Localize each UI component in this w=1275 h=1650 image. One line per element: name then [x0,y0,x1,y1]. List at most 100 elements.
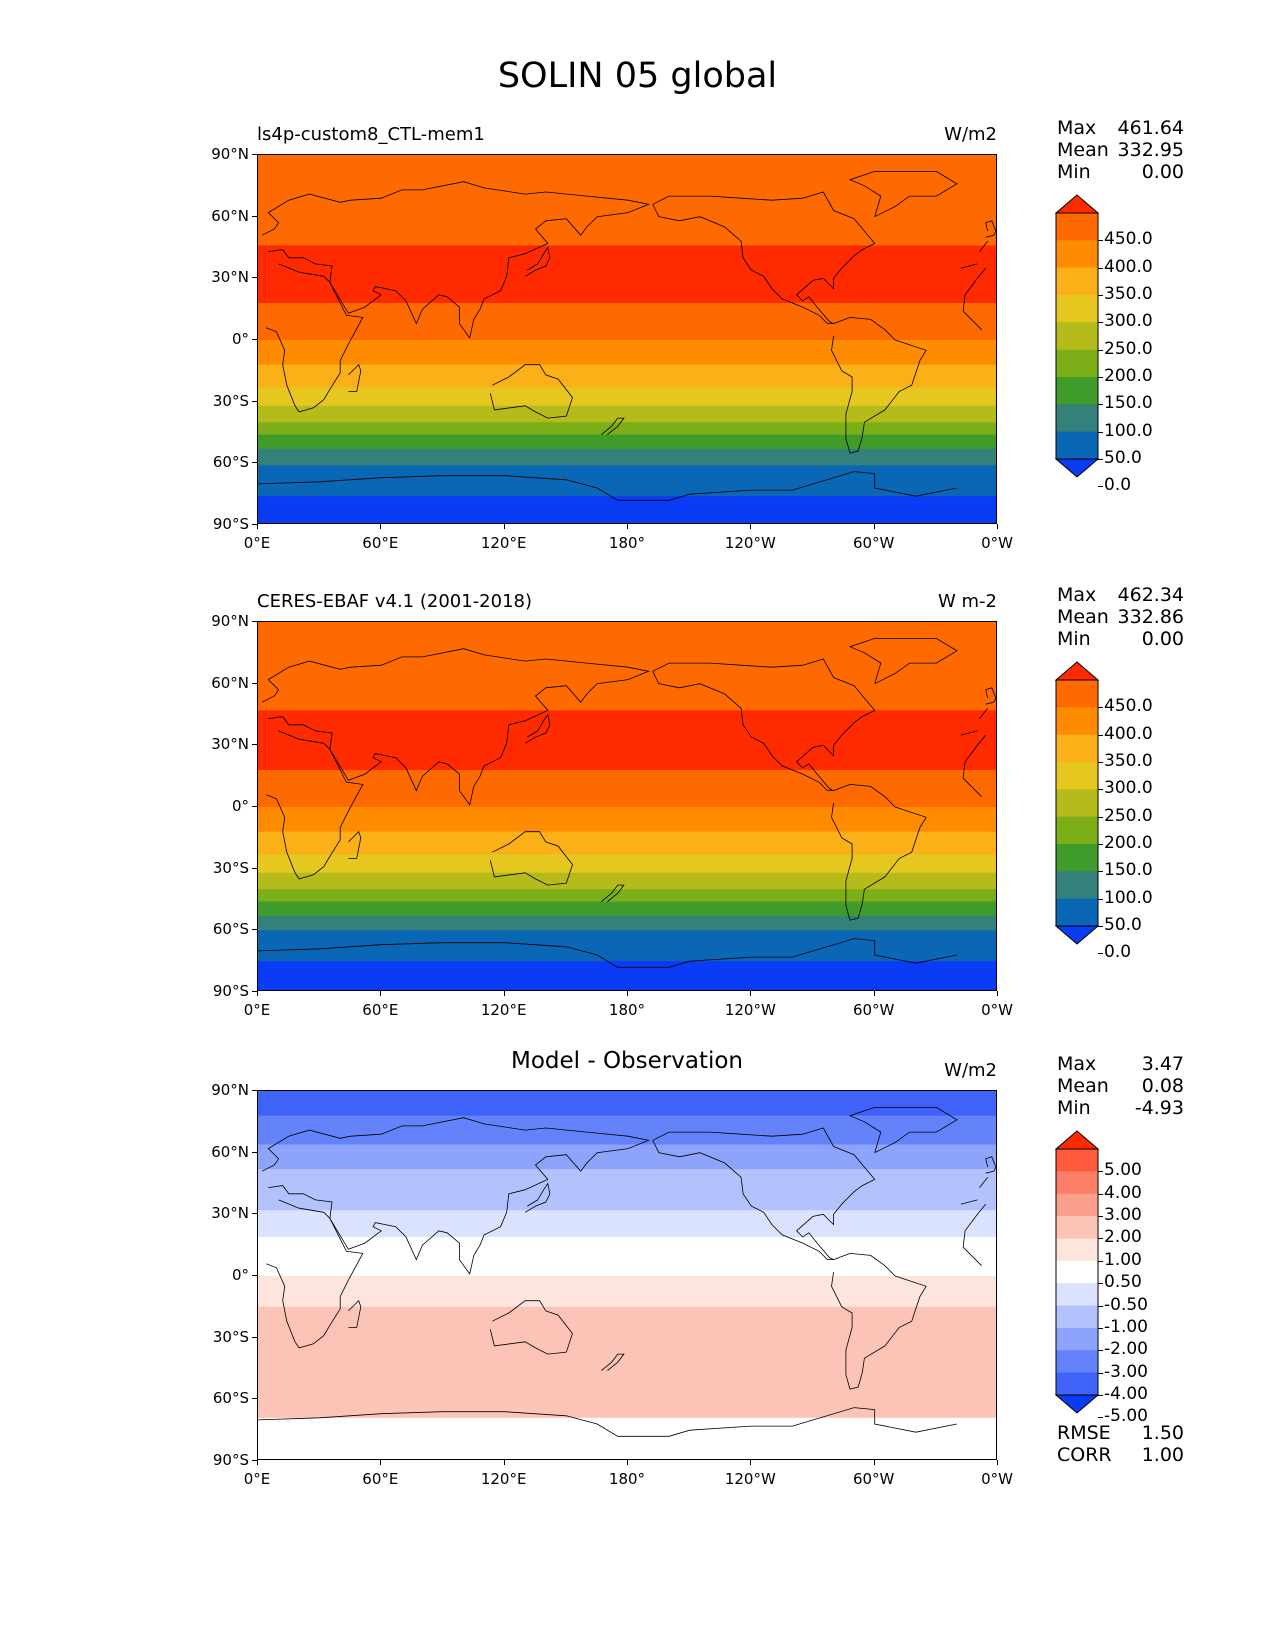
colorbar-segment [1056,1149,1098,1172]
contour-band [258,387,996,407]
stat-key: Max [1057,117,1097,139]
contour-band [258,872,996,890]
colorbar-tick [1098,1260,1103,1262]
coastline [601,884,625,902]
lat-tick [252,744,257,746]
stat-value: 332.86 [1117,606,1184,628]
lat-tick-label: 0° [231,330,249,348]
score-value: 1.50 [1141,1422,1184,1444]
colorbar-tick-label: -5.00 [1104,1406,1148,1427]
lat-tick-label: 90°N [211,1081,249,1099]
lat-tick-label: 60°N [211,206,249,225]
lon-tick-label: 180° [608,1001,646,1019]
lat-tick-label: 90°S [212,982,249,1000]
colorbar-tick-label: 100.0 [1104,420,1153,441]
map-field [258,155,996,523]
contour-band [258,915,996,931]
colorbar-frame [1055,212,1099,460]
lat-tick [252,806,257,807]
coastline [489,1300,573,1355]
coastline [524,246,551,277]
lon-tick [257,524,258,529]
lat-tick [252,277,257,279]
colorbar-frame [1055,1148,1099,1396]
colorbar-segment [1056,1283,1098,1307]
panel-difference: Model - Observation W/m2 90°N 60°N 30°N 0° 3… [0,1048,1275,1530]
colorbar-segment [1056,816,1098,845]
colorbar-segment [1056,789,1098,818]
colorbar-segment [1056,404,1098,433]
colorbar-tick [1098,1350,1103,1352]
lon-tick [997,1460,998,1465]
lat-tick-label: 30°N [211,268,249,287]
lat-tick [252,524,257,525]
colorbar-tick [1098,898,1103,900]
lat-tick-label: 90°S [212,515,249,533]
lat-tick [252,621,257,622]
colorbar-tick-label: 2.00 [1104,1227,1142,1248]
colorbar-tick-label: 0.0 [1104,475,1132,496]
stat-value: 0.00 [1141,628,1184,650]
lon-tick-label: 120°W [724,1001,776,1019]
colorbar-segment [1056,213,1098,241]
colorbar-tick [1098,1327,1103,1329]
contour-band [258,364,996,388]
panel-observation: CERES-EBAF v4.1 (2001-2018) W m-2 90°N 60… [0,584,1275,1061]
score-key: RMSE [1057,1422,1111,1444]
coastline [524,713,551,744]
lon-tick [627,991,628,996]
scores-block: RMSE 1.50 CORR 1.00 [1057,1422,1184,1466]
stat-row: Min -4.93 [1057,1097,1184,1119]
lat-tick [252,154,257,155]
colorbar-tick-label: 50.0 [1104,915,1142,935]
coastline [985,1156,996,1174]
lon-tick [750,524,752,529]
coastline [985,687,996,705]
colorbar-tick [1098,1417,1103,1419]
panel-model: ls4p-custom8_CTL-mem1 W/m2 90°N 60°N 30°N 0… [0,117,1275,594]
panel-units: W m-2 [937,591,997,612]
lat-tick-label: 60°S [212,1389,249,1408]
stats-block: Max 461.64 Mean 332.95 Min 0.00 [1057,117,1184,183]
contour-band [258,1115,996,1145]
coastline [831,1252,927,1390]
contour-band [258,214,996,246]
lon-tick-label: 180° [608,534,646,552]
contour-band [258,434,996,450]
colorbar-segment [1056,349,1098,378]
colorbar-tick [1098,1283,1103,1285]
panel-title-left: CERES-EBAF v4.1 (2001-2018) [257,591,533,612]
map-plot-area [257,154,997,524]
colorbar-tick-label: 200.0 [1104,366,1153,386]
colorbar-segment [1056,322,1098,351]
lon-tick-label: 60°W [852,1470,895,1488]
lon-tick [873,1460,875,1465]
lon-tick-label: 60°E [362,534,399,552]
colorbar-tick-label: 300.0 [1104,311,1153,332]
colorbar-segment [1056,734,1098,763]
lat-tick [252,215,257,217]
colorbar [1055,194,1100,478]
coastline [652,658,876,791]
panel-units: W/m2 [944,124,997,145]
coastline [831,316,927,454]
lat-tick-label: 30°N [211,735,249,754]
colorbar-tick [1098,1305,1103,1307]
score-key: CORR [1057,1444,1112,1466]
colorbar [1055,661,1100,945]
lon-tick [997,991,998,996]
stat-key: Mean [1057,606,1109,628]
stat-value: 332.95 [1117,139,1184,161]
coastline [489,831,573,886]
colorbar-tick-label: 3.00 [1104,1205,1142,1226]
score-row: RMSE 1.50 [1057,1422,1184,1444]
stat-value: 0.00 [1141,161,1184,183]
contour-band [258,930,996,962]
lon-tick [503,524,505,529]
lat-tick [252,1275,257,1276]
coastline [831,783,927,921]
colorbar-segment [1056,762,1098,790]
contour-band [258,1306,996,1419]
lat-tick [252,1090,257,1091]
lat-tick-label: 0° [231,797,249,815]
